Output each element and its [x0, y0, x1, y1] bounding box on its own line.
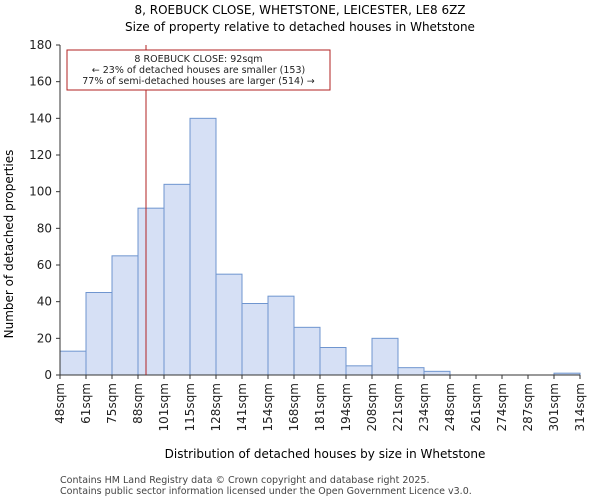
- histogram-bar: [371, 337, 399, 376]
- x-tick-label: 248sqm: [443, 383, 457, 431]
- y-tick-label: 40: [37, 295, 52, 309]
- x-tick-label: 274sqm: [495, 383, 509, 431]
- histogram-bar: [345, 365, 373, 376]
- x-tick-label: 301sqm: [547, 383, 561, 431]
- annotation-line-2: ← 23% of detached houses are smaller (15…: [92, 65, 305, 76]
- chart-title: 8, ROEBUCK CLOSE, WHETSTONE, LEICESTER, …: [134, 3, 465, 17]
- annotation-line-1: 8 ROEBUCK CLOSE: 92sqm: [134, 54, 262, 65]
- y-tick-label: 60: [37, 258, 52, 272]
- x-axis-ticks: 48sqm 61sqm 75sqm 88sqm 101sqm 115sqm 128sqm 14…: [53, 375, 587, 431]
- x-tick-label: 141sqm: [235, 383, 249, 431]
- annotation-line-3: 77% of semi-detached houses are larger (…: [82, 76, 315, 87]
- histogram-bar: [423, 370, 451, 376]
- x-tick-label: 154sqm: [261, 383, 275, 431]
- y-tick-label: 160: [29, 75, 52, 89]
- y-tick-label: 0: [44, 368, 52, 382]
- x-tick-label: 194sqm: [339, 383, 353, 431]
- x-tick-label: 115sqm: [183, 383, 197, 431]
- x-tick-label: 221sqm: [391, 383, 405, 431]
- x-tick-label: 75sqm: [105, 383, 119, 424]
- y-tick-label: 20: [37, 331, 52, 345]
- footer-line-1: Contains HM Land Registry data © Crown c…: [60, 475, 430, 486]
- x-tick-label: 101sqm: [157, 383, 171, 431]
- y-axis-ticks: 0 20 40 60 80 100 120 140 160 180: [29, 38, 60, 382]
- histogram-bar: [241, 303, 269, 376]
- footer-line-2: Contains public sector information licen…: [60, 486, 472, 497]
- x-tick-label: 234sqm: [417, 383, 431, 431]
- x-tick-label: 88sqm: [131, 383, 145, 424]
- x-tick-label: 168sqm: [287, 383, 301, 431]
- histogram-bar: [111, 255, 139, 376]
- y-axis-label: Number of detached properties: [2, 150, 16, 339]
- y-tick-label: 80: [37, 221, 52, 235]
- x-tick-label: 181sqm: [313, 383, 327, 431]
- histogram-bar: [189, 117, 217, 376]
- x-tick-label: 314sqm: [573, 383, 587, 431]
- histogram-bar: [293, 326, 321, 376]
- x-tick-label: 128sqm: [209, 383, 223, 431]
- histogram-bar: [215, 273, 243, 376]
- y-tick-label: 120: [29, 148, 52, 162]
- histogram-bar: [137, 207, 165, 376]
- x-tick-label: 261sqm: [469, 383, 483, 431]
- histogram-bar: [397, 367, 425, 376]
- x-tick-label: 287sqm: [521, 383, 535, 431]
- annotation-box: [66, 49, 331, 91]
- x-axis-label: Distribution of detached houses by size …: [165, 447, 486, 461]
- histogram-bar: [59, 350, 87, 376]
- histogram-bars: [59, 117, 581, 376]
- property-marker: 8 ROEBUCK CLOSE: 92sqm← 23% of detached …: [66, 45, 331, 375]
- y-tick-label: 180: [29, 38, 52, 52]
- histogram-bar: [319, 347, 347, 376]
- histogram-bar: [85, 292, 113, 376]
- x-tick-label: 48sqm: [53, 383, 67, 424]
- histogram-bar: [267, 295, 295, 376]
- x-tick-label: 208sqm: [365, 383, 379, 431]
- y-tick-label: 100: [29, 185, 52, 199]
- histogram-bar: [163, 183, 191, 376]
- x-tick-label: 61sqm: [79, 383, 93, 424]
- chart-subtitle: Size of property relative to detached ho…: [125, 20, 475, 34]
- y-tick-label: 140: [29, 111, 52, 125]
